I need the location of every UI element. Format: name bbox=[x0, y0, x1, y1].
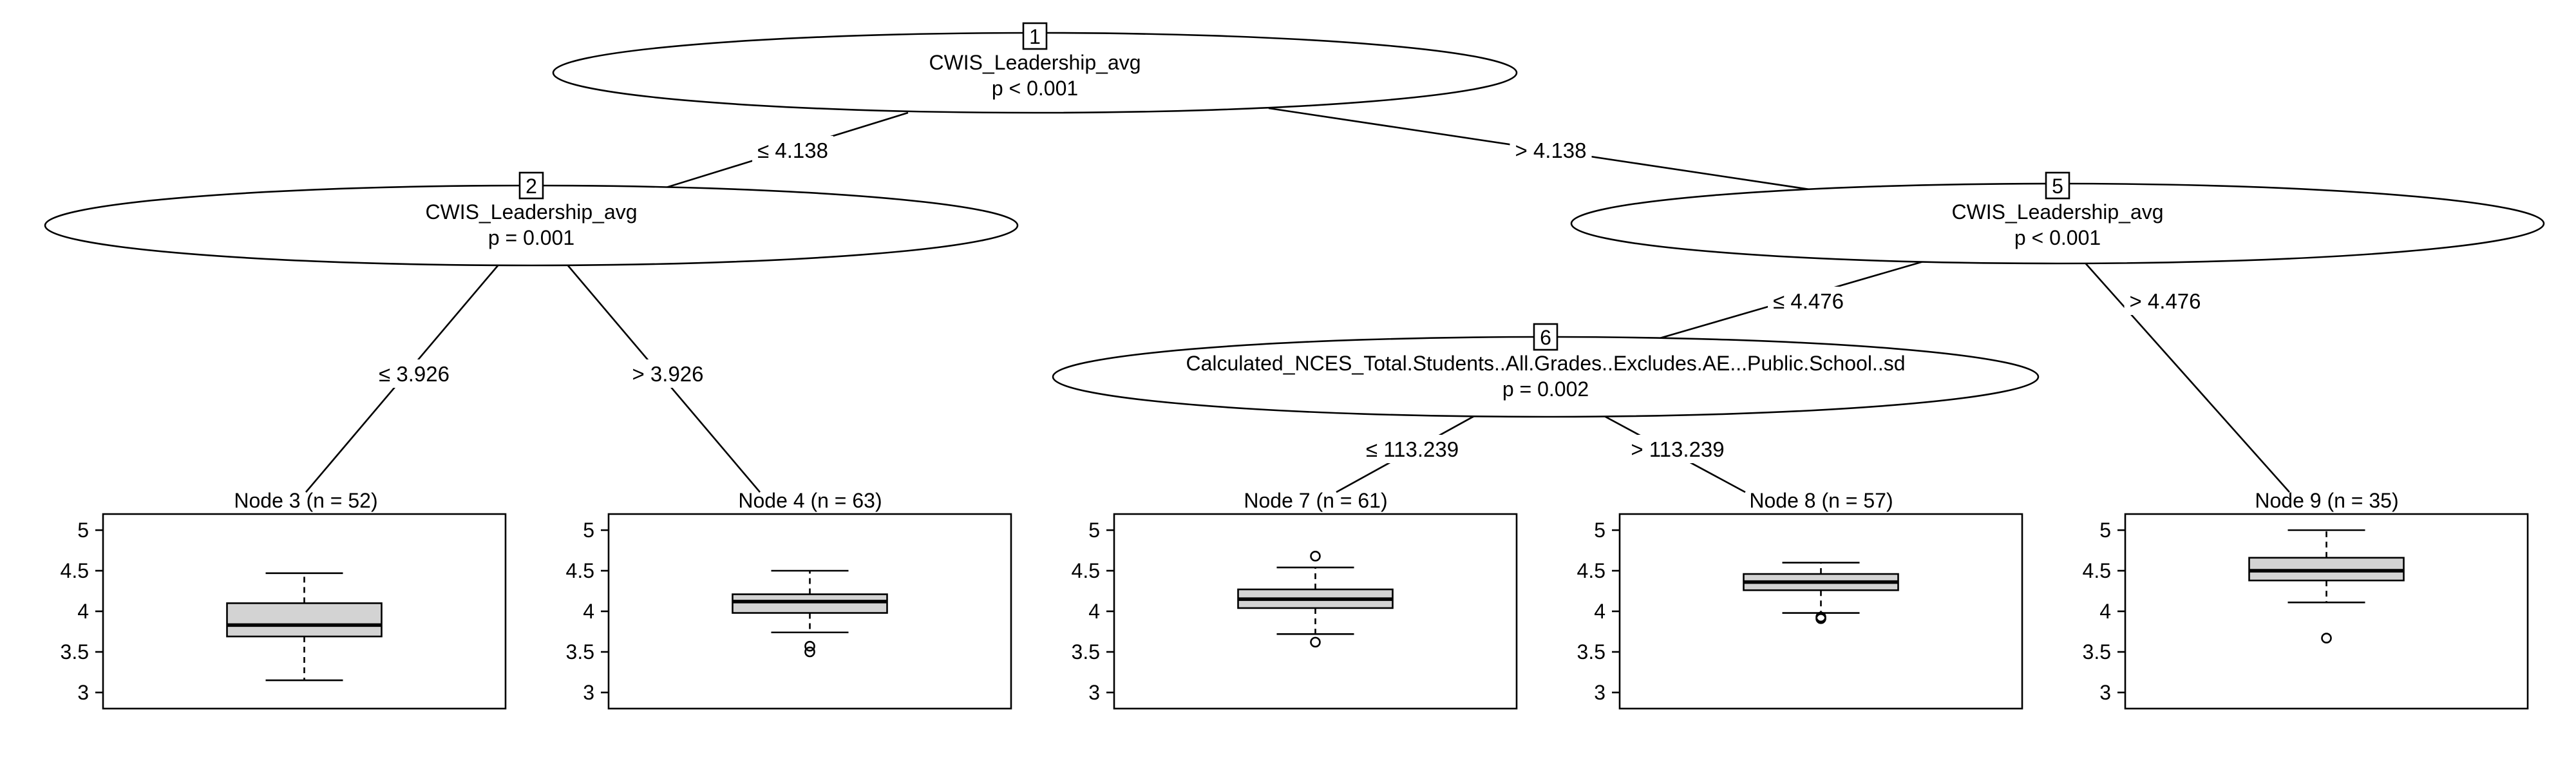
y-tick-label: 4.5 bbox=[1072, 559, 1100, 582]
outlier-point bbox=[1310, 551, 1321, 562]
node-id-box bbox=[1022, 22, 1048, 50]
terminal-node-title: Node 9 (n = 35) bbox=[2255, 489, 2398, 512]
y-tick-label: 3.5 bbox=[61, 640, 89, 663]
terminal-node-9: Node 9 (n = 35) 3 3.5 4 4.5 5 bbox=[2083, 489, 2529, 710]
edge-label-text: > 4.476 bbox=[2129, 289, 2201, 313]
edge-label-text: > 4.138 bbox=[1515, 138, 1586, 162]
edge-label-text: > 3.926 bbox=[632, 362, 703, 386]
y-tick-label: 3 bbox=[583, 681, 594, 704]
y-tick-label: 4 bbox=[77, 600, 89, 623]
outlier-point bbox=[1815, 611, 1826, 623]
node-id-box bbox=[518, 171, 544, 200]
node-variable: CWIS_Leadership_avg bbox=[1951, 200, 2163, 224]
y-tick-label: 4 bbox=[1088, 600, 1100, 623]
terminal-node-8: Node 8 (n = 57) 3 3.5 4 4.5 5 bbox=[1577, 489, 2023, 710]
edge-label-text: ≤ 113.239 bbox=[1366, 437, 1459, 461]
iqr-box bbox=[226, 602, 383, 638]
node-id-box bbox=[2045, 171, 2070, 200]
terminal-node-4: Node 4 (n = 63) 3 3.5 4 4.5 5 bbox=[566, 489, 1012, 710]
node-id: 6 bbox=[1540, 326, 1551, 349]
iqr-box bbox=[732, 593, 888, 614]
terminal-node-7: Node 7 (n = 61) 3 3.5 4 4.5 5 bbox=[1072, 489, 1518, 710]
node-id-box bbox=[1533, 323, 1558, 351]
node-p-value: p < 0.001 bbox=[2014, 226, 2101, 249]
edge-label-6-8: > 113.239 bbox=[1625, 435, 1730, 463]
edge-label-2-3: ≤ 3.926 bbox=[374, 359, 455, 388]
y-tick-label: 3 bbox=[1594, 681, 1605, 704]
y-tick-label: 4.5 bbox=[566, 559, 594, 582]
node-p-value: p = 0.002 bbox=[1502, 377, 1589, 401]
y-tick-label: 5 bbox=[2099, 519, 2111, 542]
edge-label-text: ≤ 4.138 bbox=[757, 138, 828, 162]
outlier-point bbox=[804, 640, 815, 652]
y-tick-label: 3.5 bbox=[1577, 640, 1605, 663]
terminal-node-title: Node 8 (n = 57) bbox=[1749, 489, 1893, 512]
y-tick-label: 4.5 bbox=[1577, 559, 1605, 582]
node-id: 1 bbox=[1029, 25, 1041, 48]
node-p-value: p = 0.001 bbox=[488, 226, 574, 249]
y-tick-label: 3 bbox=[2099, 681, 2111, 704]
y-tick-label: 4 bbox=[1594, 600, 1605, 623]
inner-node-6: Calculated_NCES_Total.Students..All.Grad… bbox=[1052, 323, 2040, 418]
terminal-node-title: Node 4 (n = 63) bbox=[738, 489, 882, 512]
y-tick-label: 4 bbox=[2099, 600, 2111, 623]
edge-label-1-2: ≤ 4.138 bbox=[752, 136, 833, 164]
edge-label-1-5: > 4.138 bbox=[1510, 136, 1592, 164]
node-p-value: p < 0.001 bbox=[992, 77, 1078, 100]
edge-label-2-4: > 3.926 bbox=[627, 359, 709, 388]
node-id: 5 bbox=[2052, 175, 2063, 198]
edge-label-6-7: ≤ 113.239 bbox=[1360, 435, 1464, 463]
y-tick-label: 4.5 bbox=[2083, 559, 2111, 582]
edge-label-5-9: > 4.476 bbox=[2124, 287, 2206, 315]
y-tick-label: 4 bbox=[583, 600, 594, 623]
terminal-node-title: Node 3 (n = 52) bbox=[234, 489, 377, 512]
y-tick-label: 3.5 bbox=[566, 640, 594, 663]
y-tick-label: 5 bbox=[1594, 519, 1605, 542]
edge-label-text: > 113.239 bbox=[1631, 437, 1724, 461]
y-tick-label: 3.5 bbox=[1072, 640, 1100, 663]
y-tick-label: 3 bbox=[1088, 681, 1100, 704]
outlier-point bbox=[1310, 636, 1321, 648]
node-variable: Calculated_NCES_Total.Students..All.Grad… bbox=[1186, 352, 1905, 375]
node-variable: CWIS_Leadership_avg bbox=[929, 51, 1141, 74]
y-tick-label: 3.5 bbox=[2083, 640, 2111, 663]
edge-label-text: ≤ 4.476 bbox=[1773, 289, 1844, 313]
inner-node-1: CWIS_Leadership_avg p < 0.001 1 bbox=[552, 22, 1518, 114]
tree-edges bbox=[305, 107, 2290, 493]
y-tick-label: 5 bbox=[77, 519, 89, 542]
inner-node-5: CWIS_Leadership_avg p < 0.001 5 bbox=[1570, 171, 2545, 265]
y-tick-label: 5 bbox=[583, 519, 594, 542]
node-id: 2 bbox=[526, 175, 537, 198]
outlier-point bbox=[2321, 633, 2332, 644]
edge-label-text: ≤ 3.926 bbox=[379, 362, 450, 386]
edge-label-5-6: ≤ 4.476 bbox=[1768, 287, 1849, 315]
inner-node-2: CWIS_Leadership_avg p = 0.001 2 bbox=[44, 171, 1019, 267]
y-tick-label: 3 bbox=[77, 681, 89, 704]
terminal-node-title: Node 7 (n = 61) bbox=[1244, 489, 1387, 512]
y-tick-label: 5 bbox=[1088, 519, 1100, 542]
node-variable: CWIS_Leadership_avg bbox=[425, 200, 637, 224]
terminal-node-3: Node 3 (n = 52) 3 3.5 4 4.5 5 bbox=[61, 489, 507, 710]
edge-5-9 bbox=[2083, 260, 2290, 493]
y-tick-label: 4.5 bbox=[61, 559, 89, 582]
outlier-point bbox=[804, 646, 815, 658]
